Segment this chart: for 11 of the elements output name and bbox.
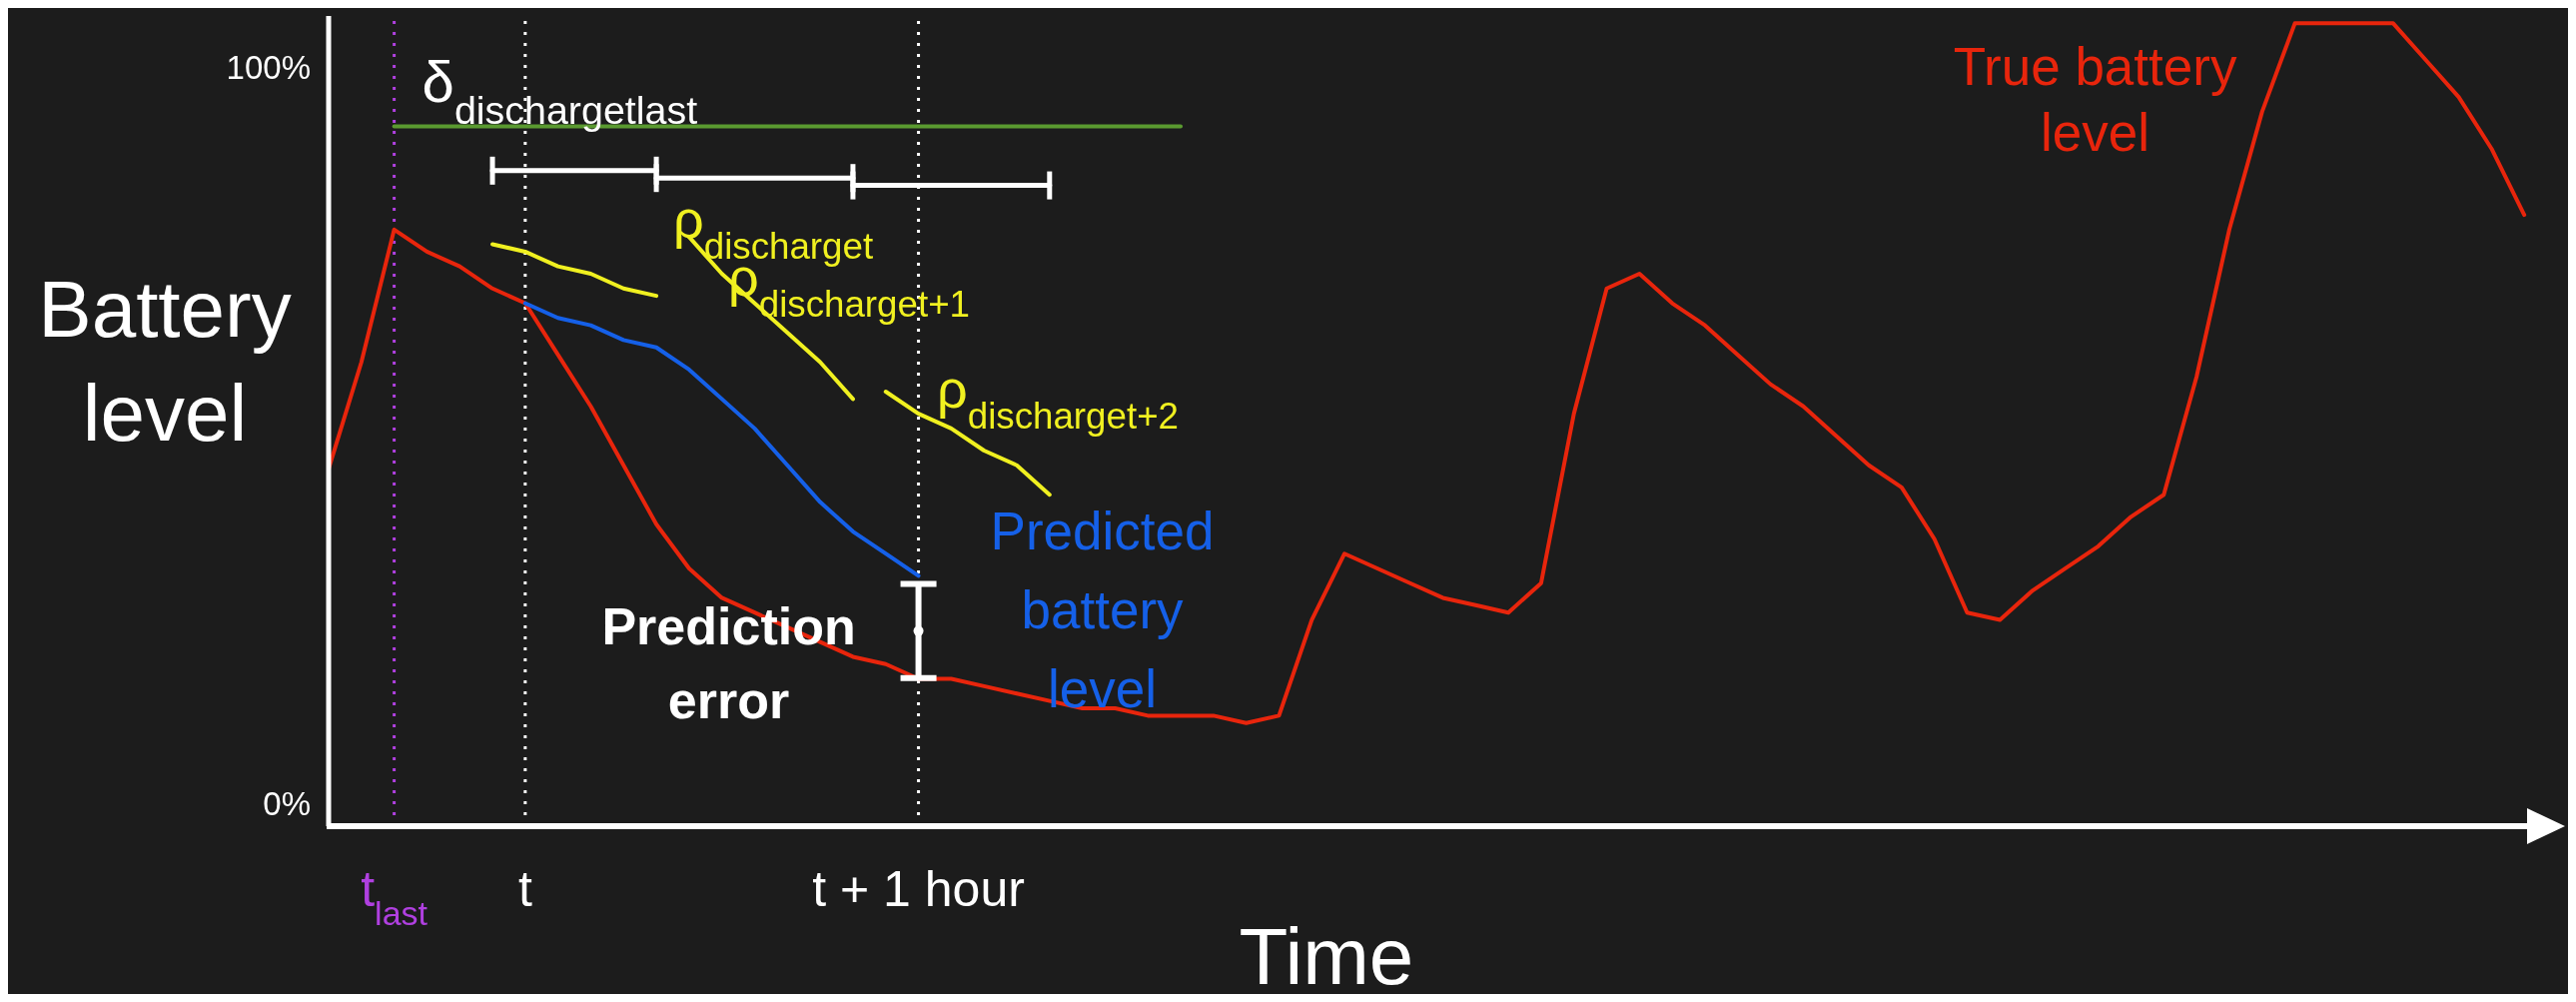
- series-label: True battery level: [1953, 37, 2237, 163]
- x-axis-title: Time: [1239, 912, 1414, 1001]
- line-series: [329, 21, 2527, 725]
- x-tick-label: t: [517, 861, 532, 917]
- y-tick-label: 100%: [226, 48, 311, 86]
- y-axis-title: Battery level: [38, 265, 292, 458]
- x-tick-label: t + 1 hour: [812, 861, 1025, 917]
- x-tick-label: t$_{last}$: [361, 861, 429, 932]
- series-label: Predicted battery level: [990, 501, 1215, 719]
- y-tick-label: 0%: [263, 784, 311, 822]
- line-series: [490, 242, 659, 299]
